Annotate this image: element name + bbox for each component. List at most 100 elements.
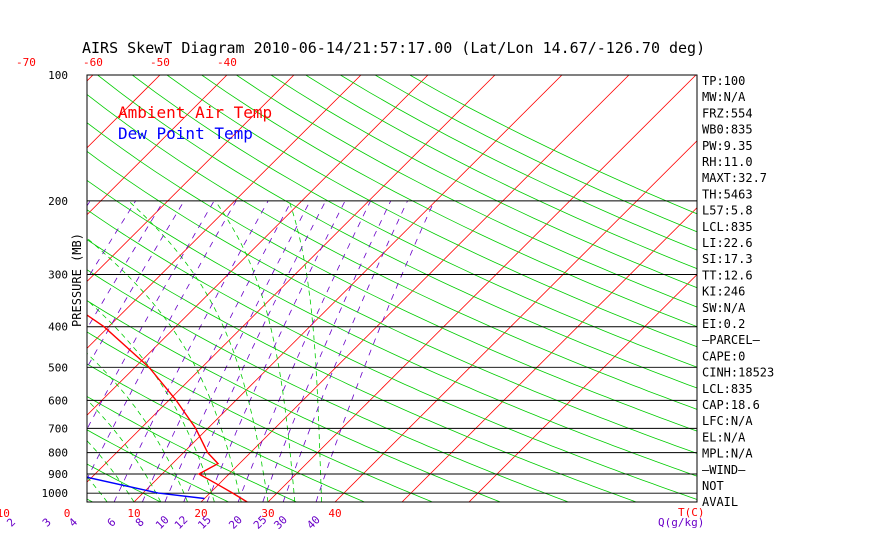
dry-adiabat-line — [87, 150, 697, 454]
isotherm-line — [401, 207, 697, 502]
isotherm-line — [334, 140, 697, 502]
stability-index-label: —PARCEL— — [702, 333, 761, 347]
legend-entry: Dew Point Temp — [118, 124, 253, 143]
stability-index-label: LFC:N/A — [702, 414, 753, 428]
stability-index-label: LCL:835 — [702, 382, 753, 396]
isotherm-line — [87, 75, 295, 283]
stability-index-label: EL:N/A — [702, 430, 746, 444]
dry-adiabat-line — [97, 75, 697, 389]
stability-index-label: WB0:835 — [702, 123, 753, 137]
bottom-temp-tick-label: 30 — [261, 507, 274, 520]
dry-adiabat-line — [236, 75, 697, 308]
stability-index-label: MPL:N/A — [702, 447, 753, 461]
dry-adiabat-line — [87, 463, 161, 502]
mixing-ratio-line — [87, 200, 215, 430]
mixing-ratio-line — [206, 200, 346, 502]
stability-index-label: TH:5463 — [702, 187, 753, 201]
mixing-ratio-tick-label: 6 — [105, 516, 119, 530]
top-temp-tick-label: -50 — [150, 56, 170, 69]
mixing-ratio-tick-label: 2 — [4, 516, 18, 530]
moist-adiabat-line — [214, 200, 296, 502]
dry-adiabat-line — [87, 363, 365, 502]
mixing-ratio-tick-label: 20 — [226, 513, 245, 532]
stability-index-label: PW:9.35 — [702, 139, 753, 153]
pressure-tick-label: 700 — [48, 422, 68, 435]
stability-index-label: MAXT:32.7 — [702, 171, 767, 185]
stability-index-label: AVAIL — [702, 495, 738, 509]
mixing-ratio-line — [141, 200, 292, 502]
background-lines — [0, 75, 697, 502]
top-temp-tick-label: -70 — [16, 56, 36, 69]
dry-adiabat-line — [87, 179, 697, 477]
stability-index-label: TT:12.6 — [702, 268, 753, 282]
dry-adiabat-line — [166, 75, 697, 348]
isotherm-line — [133, 75, 563, 502]
moist-adiabat-line — [0, 201, 27, 502]
stability-index-label: SW:N/A — [702, 301, 746, 315]
mixing-ratio-line — [87, 200, 185, 369]
dry-adiabat-line — [87, 429, 229, 502]
mixing-ratio-line — [113, 200, 269, 502]
mixing-ratio-unit-label: Q(g/kg) — [658, 516, 704, 529]
top-temp-tick-label: -60 — [83, 56, 103, 69]
stability-index-label: MW:N/A — [702, 90, 746, 104]
dry-adiabat-line — [87, 239, 637, 502]
dry-adiabat-line — [87, 396, 297, 502]
chart-title: AIRS SkewT Diagram 2010-06-14/21:57:17.0… — [82, 39, 705, 57]
pressure-tick-label: 500 — [48, 361, 68, 374]
stability-index-label: RH:11.0 — [702, 155, 753, 169]
mixing-ratio-line — [164, 200, 311, 502]
isotherm-line — [87, 75, 496, 483]
moist-adiabat-line — [87, 399, 162, 502]
pressure-tick-label: 400 — [48, 321, 68, 334]
stability-index-label: —WIND— — [702, 463, 746, 477]
stability-index-label: LCL:835 — [702, 220, 753, 234]
isotherm-line — [87, 75, 161, 149]
stability-index-label: CAPE:0 — [702, 349, 745, 363]
moist-adiabat-line — [87, 299, 215, 502]
mixing-ratio-tick-label: 40 — [304, 513, 323, 532]
isotherm-line — [87, 75, 362, 349]
legend: Ambient Air Temp Dew Point Temp — [118, 103, 272, 143]
stability-index-label: EI:0.2 — [702, 317, 745, 331]
dry-adiabat-line — [340, 75, 697, 251]
stability-index-label: L57:5.8 — [702, 204, 753, 218]
moist-adiabat-line — [87, 352, 188, 502]
bottom-temp-tick-label: 40 — [328, 507, 341, 520]
mixing-ratio-line — [315, 200, 435, 502]
bottom-temp-tick-label: 20 — [194, 507, 207, 520]
moist-adiabat-line — [87, 237, 242, 502]
stability-index-label: CAP:18.6 — [702, 398, 760, 412]
y-axis-label: PRESSURE (MB) — [70, 233, 84, 327]
mixing-ratio-tick-label: 4 — [66, 515, 80, 529]
series-line — [87, 314, 248, 502]
pressure-tick-label: 100 — [48, 69, 68, 82]
legend-entry: Ambient Air Temp — [118, 103, 272, 122]
mixing-ratio-tick-label: 12 — [172, 513, 191, 532]
mixing-ratio-line — [262, 200, 392, 502]
top-temp-tick-label: -40 — [217, 56, 237, 69]
pressure-tick-label: 200 — [48, 195, 68, 208]
dry-adiabat-line — [132, 75, 697, 368]
plot-frame — [86, 74, 698, 503]
isotherm-line — [468, 273, 697, 502]
pressure-tick-label: 300 — [48, 269, 68, 282]
dry-adiabat-line — [201, 75, 697, 328]
stability-indices: TP:100 MW:N/A FRZ:554 WB0:835 PW:9.35 RH:11.0… — [702, 74, 774, 509]
dry-adiabat-line — [87, 93, 697, 410]
pressure-tick-label: 800 — [48, 447, 68, 460]
bottom-temp-tick-label: 10 — [127, 507, 140, 520]
pressure-tick-label: 900 — [48, 468, 68, 481]
stability-index-label: NOT — [702, 479, 724, 493]
dry-adiabat-line — [87, 209, 697, 500]
mixing-ratio-line — [282, 200, 408, 502]
dry-adiabat-line — [374, 75, 697, 233]
stability-index-label: FRZ:554 — [702, 106, 753, 120]
isotherm-line — [87, 75, 228, 216]
stability-index-label: SI:17.3 — [702, 252, 753, 266]
mixing-ratio-tick-label: 3 — [40, 516, 54, 530]
pressure-tick-label: 1000 — [42, 487, 69, 500]
isotherm-line — [200, 75, 630, 502]
dry-adiabat-line — [87, 300, 501, 502]
